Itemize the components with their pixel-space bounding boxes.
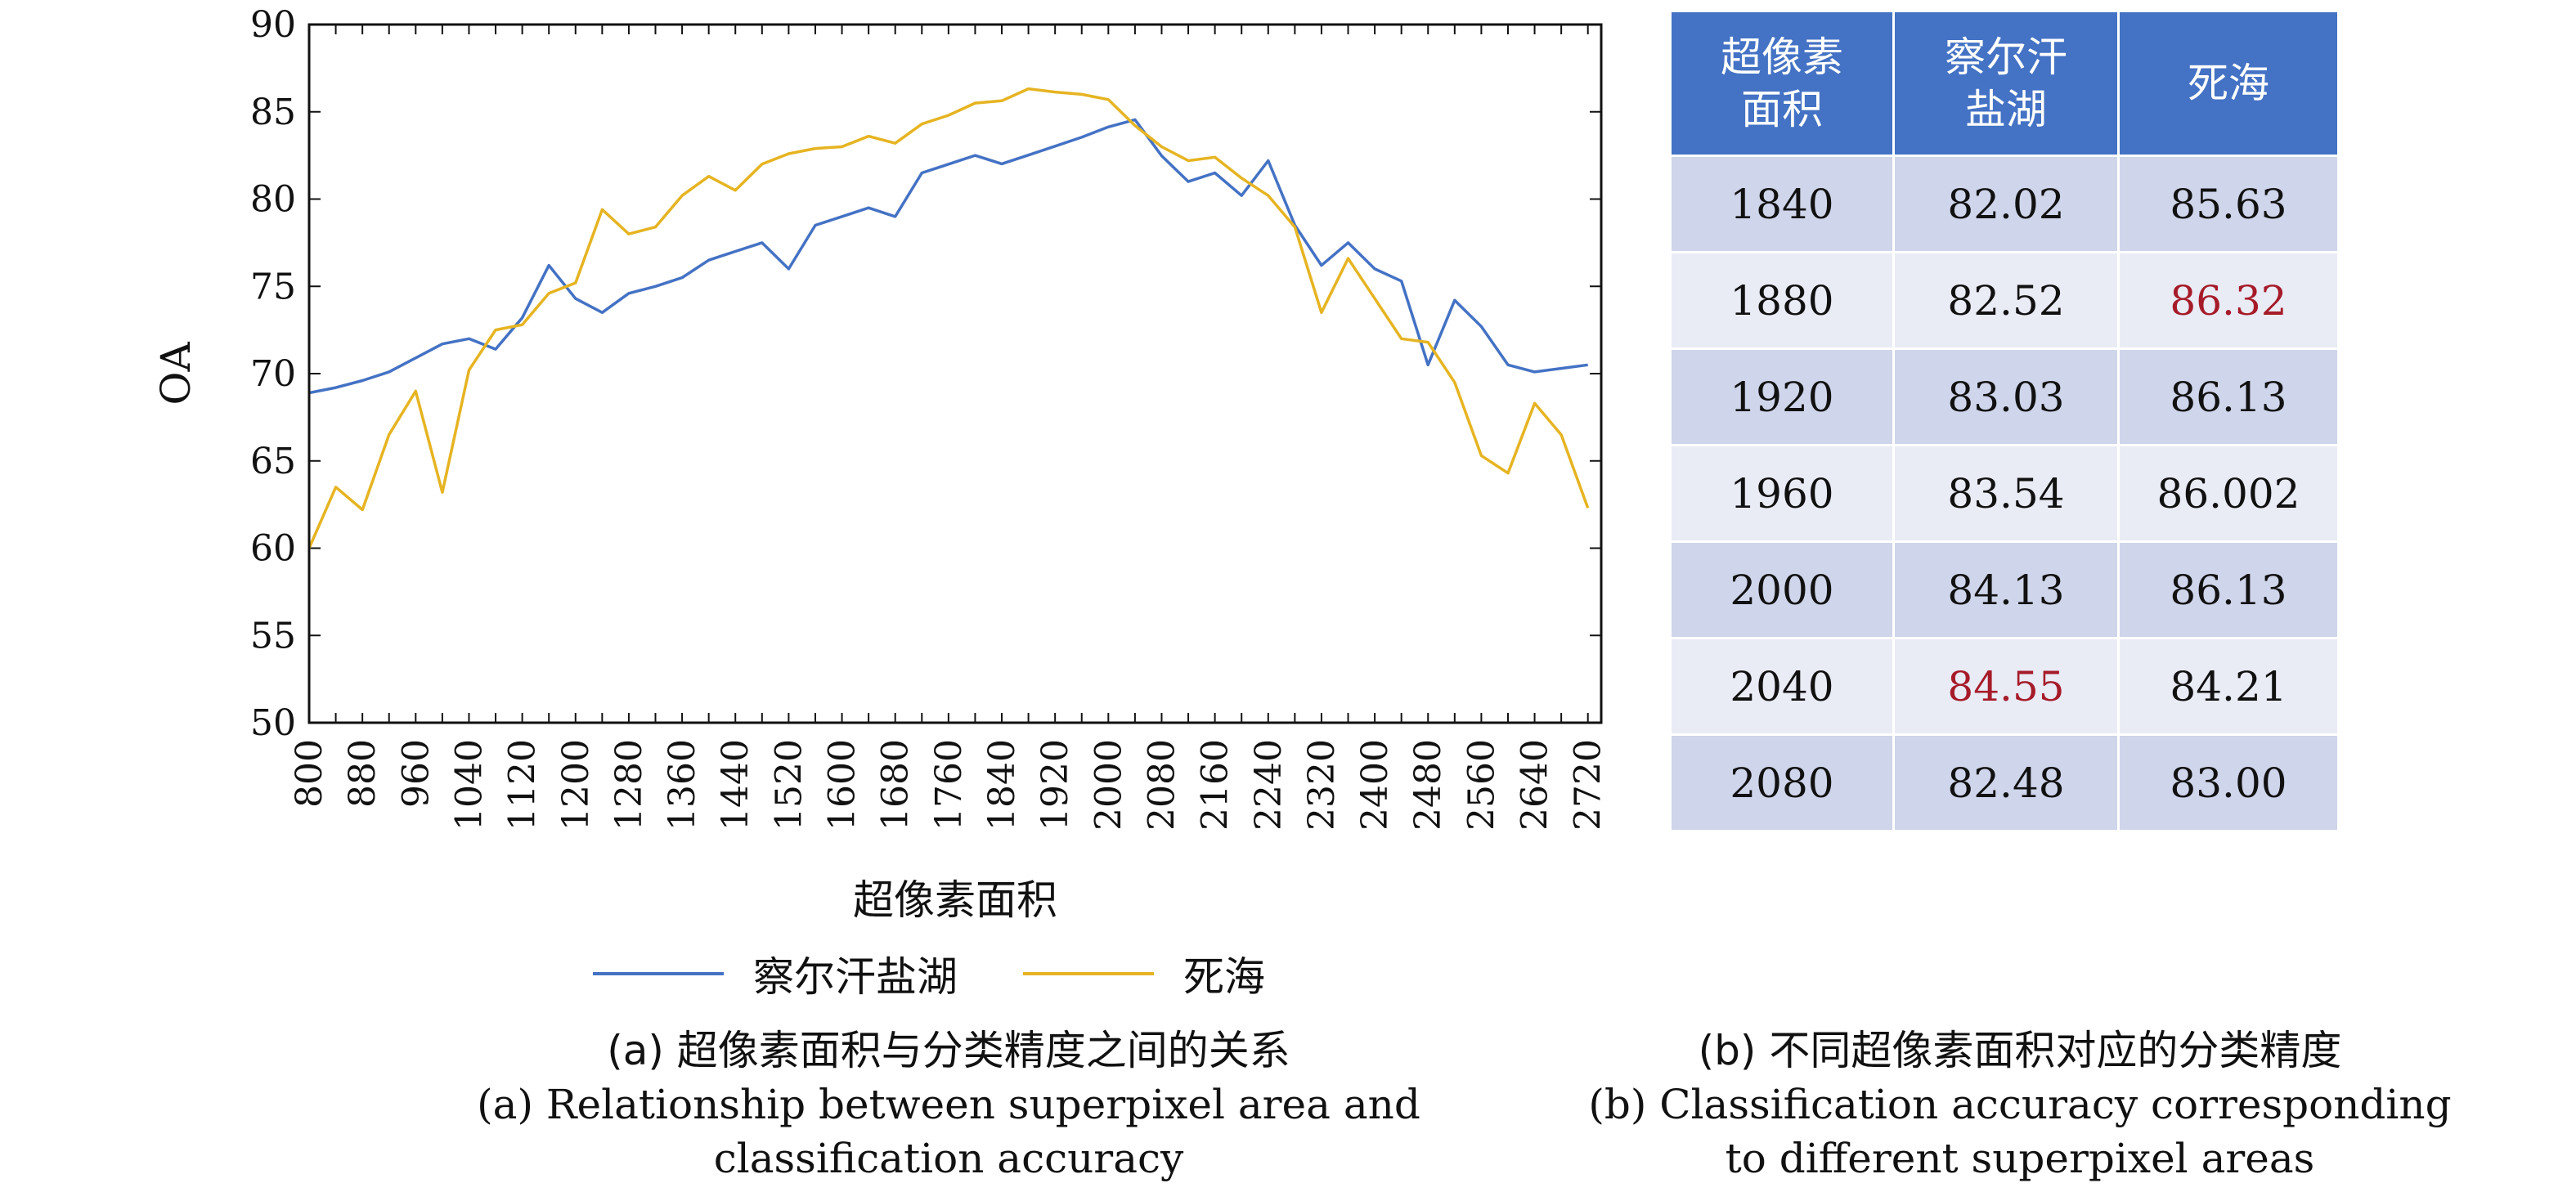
table-cell: 2000	[1669, 540, 1895, 639]
table-header-chaerhan-l2: 盐湖	[1965, 86, 2047, 133]
table-header-deadsea: 死海	[2117, 10, 2340, 157]
x-tick-label: 2160	[1195, 739, 1236, 831]
x-tick-label: 2320	[1301, 739, 1343, 831]
caption-b: (b) 不同超像素面积对应的分类精度 (b) Classification ac…	[1578, 1024, 2462, 1185]
table-cell: 84.21	[2117, 637, 2340, 736]
legend-swatch-series-2	[1023, 972, 1154, 975]
table-cell: 83.54	[1892, 444, 2120, 543]
series-line-1	[308, 118, 1588, 395]
table-cell: 82.02	[1892, 155, 2120, 253]
legend-item-series-2: 死海	[1023, 944, 1265, 1003]
table-cell: 2080	[1669, 733, 1895, 832]
x-tick-label: 960	[395, 739, 437, 808]
caption-a-chinese: (a) 超像素面积与分类精度之间的关系	[607, 1027, 1290, 1074]
table-cell: 1880	[1669, 251, 1895, 350]
legend-swatch-series-1	[593, 972, 724, 975]
x-tick-label: 1760	[928, 739, 970, 831]
table-cell: 84.13	[1892, 540, 2120, 639]
y-tick-label: 85	[250, 92, 296, 133]
caption-b-chinese: (b) 不同超像素面积对应的分类精度	[1698, 1027, 2342, 1074]
y-tick-label: 55	[250, 615, 296, 656]
table-cell: 1920	[1669, 347, 1895, 446]
legend-item-series-1: 察尔汗盐湖	[593, 944, 958, 1003]
y-tick-label: 50	[250, 702, 296, 744]
chart-ticks	[308, 24, 1601, 724]
x-tick-label: 1120	[502, 739, 544, 831]
x-tick-label: 2480	[1407, 739, 1449, 831]
caption-b-english-line-1: (b) Classification accuracy correspondin…	[1588, 1081, 2452, 1128]
x-tick-label: 1520	[768, 739, 810, 831]
table-header-area: 超像素 面积	[1669, 10, 1895, 157]
y-tick-label: 60	[250, 528, 296, 570]
table-cell: 86.13	[2117, 540, 2340, 639]
table-cell: 82.52	[1892, 251, 2120, 350]
table-cell: 86.13	[2117, 347, 2340, 446]
x-tick-label: 1280	[608, 739, 650, 831]
y-tick-label: 90	[250, 4, 296, 46]
x-tick-label: 2640	[1515, 739, 1556, 831]
table-cell: 1960	[1669, 444, 1895, 543]
y-tick-label: 80	[250, 179, 296, 221]
table-header-area-l1: 超像素	[1721, 34, 1843, 81]
x-axis-title: 超像素面积	[853, 876, 1057, 924]
series-line-2	[307, 87, 1590, 549]
x-tick-label: 880	[342, 739, 384, 808]
plot-frame	[307, 23, 1603, 724]
table-cell: 82.48	[1892, 733, 2120, 832]
line-chart: 50 55 60 65 70 75 80 85 90 800 880 960 1040 1120 1200 1…	[152, 4, 1609, 924]
table-header-chaerhan: 察尔汗 盐湖	[1892, 10, 2120, 157]
x-tick-label: 2080	[1141, 739, 1183, 831]
accuracy-table-wrapper: 超像素面积 察尔汗盐湖 死海 1840 82.02 85.63 1880 82.…	[1669, 10, 2340, 832]
table-cell-highlight: 84.55	[1892, 637, 2120, 736]
x-tick-label: 800	[289, 739, 330, 808]
table-row: 2040 84.55 84.21	[1669, 637, 2340, 736]
table-cell: 83.03	[1892, 347, 2120, 446]
table-cell: 83.00	[2117, 733, 2340, 832]
x-tick-label: 1600	[822, 739, 864, 831]
legend-label-series-1: 察尔汗盐湖	[753, 953, 958, 1001]
x-tick-label: 1040	[448, 739, 490, 831]
x-tick-label: 2400	[1354, 739, 1396, 831]
y-tick-label: 75	[250, 266, 296, 307]
x-tick-label: 2720	[1568, 739, 1609, 831]
caption-a: (a) 超像素面积与分类精度之间的关系 (a) Relationship bet…	[474, 1024, 1423, 1185]
x-tick-label: 1360	[662, 739, 703, 831]
chart-labels: 50 55 60 65 70 75 80 85 90 800 880 960 1040 1120 1200 1…	[250, 4, 1609, 831]
x-tick-label: 1440	[715, 739, 756, 831]
chart-legend: 察尔汗盐湖 死海	[593, 944, 1331, 1003]
y-tick-label: 65	[250, 441, 296, 482]
caption-a-english-line-2: classification accuracy	[713, 1135, 1184, 1182]
table-cell: 1840	[1669, 155, 1895, 253]
table-header-area-l2: 面积	[1741, 86, 1823, 133]
table-header-row: 超像素面积 察尔汗盐湖 死海	[1669, 10, 2340, 157]
x-tick-label: 2240	[1248, 739, 1290, 831]
x-tick-label: 1920	[1034, 739, 1076, 831]
x-tick-label: 1200	[555, 739, 597, 831]
table-cell-highlight: 86.32	[2117, 251, 2340, 350]
accuracy-table: 超像素面积 察尔汗盐湖 死海 1840 82.02 85.63 1880 82.…	[1669, 10, 2340, 832]
table-row: 2000 84.13 86.13	[1669, 540, 2340, 639]
caption-a-english-line-1: (a) Relationship between superpixel area…	[477, 1081, 1420, 1128]
table-row: 1880 82.52 86.32	[1669, 251, 2340, 350]
table-cell: 2040	[1669, 637, 1895, 736]
table-row: 2080 82.48 83.00	[1669, 733, 2340, 832]
legend-label-series-2: 死海	[1183, 953, 1265, 1001]
table-header-chaerhan-l1: 察尔汗	[1945, 34, 2067, 81]
x-tick-label: 1840	[981, 739, 1023, 831]
y-tick-label: 70	[250, 353, 296, 395]
caption-b-english-line-2: to different superpixel areas	[1725, 1135, 2315, 1182]
table-row: 1960 83.54 86.002	[1669, 444, 2340, 543]
x-tick-label: 2000	[1088, 739, 1129, 831]
y-axis-title: OA	[152, 342, 200, 406]
chart-series	[307, 87, 1590, 549]
x-tick-label: 2560	[1461, 739, 1502, 831]
x-tick-label: 1680	[875, 739, 917, 831]
table-cell: 85.63	[2117, 155, 2340, 253]
table-row: 1840 82.02 85.63	[1669, 155, 2340, 253]
table-row: 1920 83.03 86.13	[1669, 347, 2340, 446]
table-cell: 86.002	[2117, 444, 2340, 543]
